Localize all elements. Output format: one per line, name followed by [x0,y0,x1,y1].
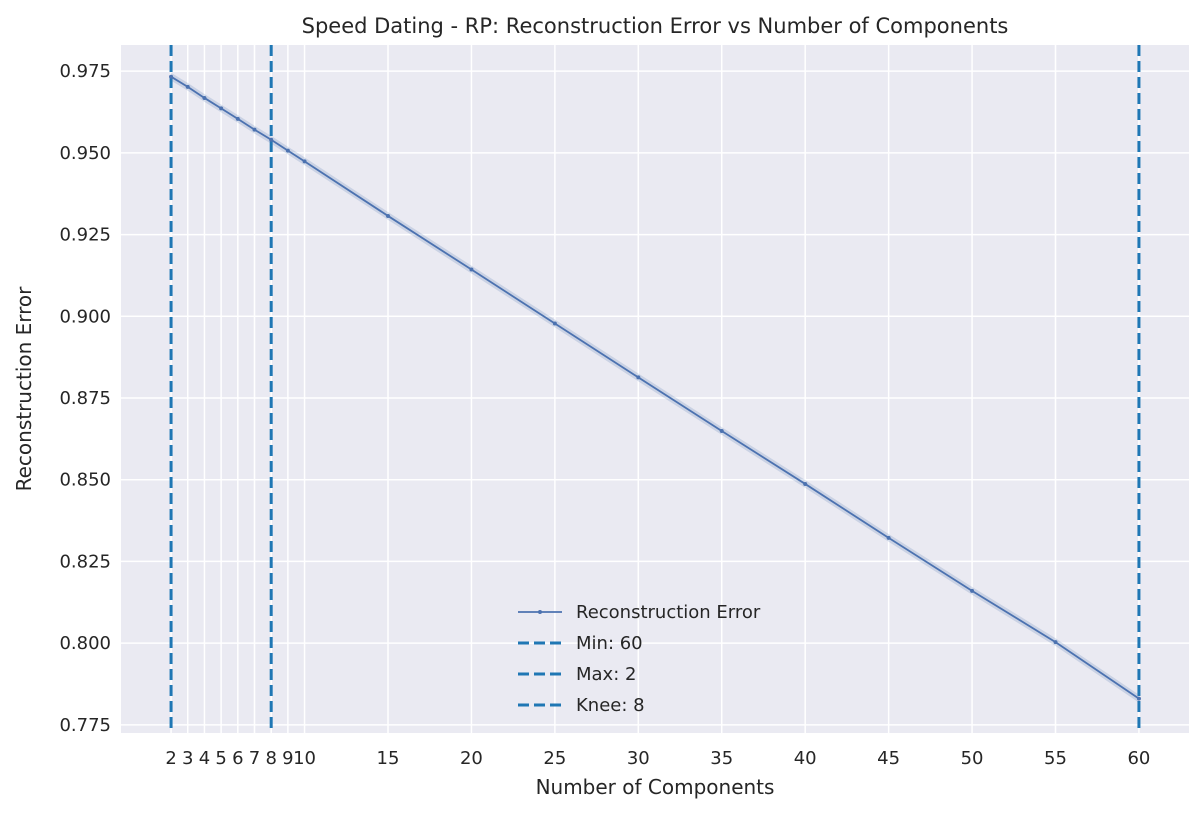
x-tick-label: 7 [249,748,260,769]
series [169,72,1141,703]
data-point [185,84,190,89]
data-point [970,588,975,593]
x-tick-label: 6 [232,748,243,769]
y-tick-label: 0.875 [59,388,111,409]
data-point [285,148,290,153]
x-tick-label: 55 [1044,748,1067,769]
x-tick-label: 2 [165,748,176,769]
y-tick-label: 0.775 [59,715,111,736]
data-point [552,321,557,326]
y-tick-label: 0.800 [59,633,111,654]
x-tick-label: 9 [282,748,293,769]
legend-label: Min: 60 [576,633,643,654]
y-tick-label: 0.850 [59,470,111,491]
y-axis-ticks: 0.775 0.800 0.825 0.850 0.875 0.900 0.925 0.950… [59,61,111,736]
x-tick-label: 15 [377,748,400,769]
y-tick-label: 0.900 [59,306,111,327]
y-tick-label: 0.950 [59,143,111,164]
x-axis-label: Number of Components [536,775,775,799]
y-tick-label: 0.825 [59,551,111,572]
data-point [1053,640,1058,645]
data-point [169,74,174,79]
legend-label: Reconstruction Error [576,602,761,623]
data-point [386,213,390,218]
reference-lines [169,45,1141,733]
data-point [219,106,224,111]
legend: Reconstruction Error Min: 60 Max: 2 Knee: 8 [518,602,761,716]
x-tick-label: 5 [215,748,226,769]
data-point [636,375,641,380]
x-tick-label: 50 [961,748,984,769]
data-point [269,137,274,142]
legend-label: Knee: 8 [576,695,645,716]
data-point [235,116,240,121]
data-point [803,481,808,486]
data-point [252,127,257,132]
data-point [719,428,724,433]
y-tick-label: 0.925 [59,225,111,246]
x-tick-label: 30 [627,748,650,769]
x-tick-label: 3 [182,748,193,769]
legend-label: Max: 2 [576,664,636,685]
legend-series-marker [538,610,542,614]
y-tick-label: 0.975 [59,61,111,82]
data-point [1136,696,1141,701]
x-tick-label: 40 [794,748,817,769]
x-axis-ticks: 2 3 4 5 6 7 8 9 10 15 20 25 30 35 40 45 50 55 60 [165,748,1150,769]
data-point [886,535,891,540]
x-tick-label: 8 [265,748,276,769]
x-tick-label: 20 [460,748,483,769]
x-tick-label: 60 [1127,748,1150,769]
x-tick-label: 45 [877,748,900,769]
data-point [469,267,474,272]
x-tick-label: 25 [543,748,566,769]
x-tick-label: 4 [199,748,210,769]
x-tick-label: 35 [710,748,733,769]
chart-title: Speed Dating - RP: Reconstruction Error … [302,14,1009,38]
data-point [302,159,307,164]
x-tick-label: 10 [293,748,316,769]
data-point [202,95,207,100]
y-axis-label: Reconstruction Error [12,286,36,492]
